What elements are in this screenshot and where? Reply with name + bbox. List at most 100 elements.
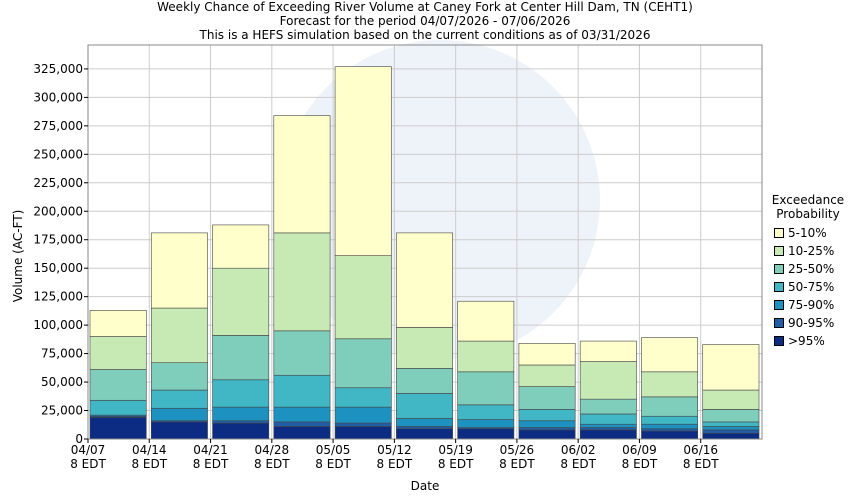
x-tick-label: 05/19 [438, 443, 473, 457]
bar-segment [579, 361, 637, 400]
chart-subtitle: Forecast for the period 04/07/2026 - 07/… [280, 14, 571, 28]
legend-swatch [774, 336, 784, 346]
bar-segment [212, 267, 270, 336]
bar-segment [518, 429, 576, 440]
legend-item: 10-25% [766, 242, 850, 260]
y-tick-label: 200,000 [33, 204, 83, 218]
bar-segment [396, 426, 453, 430]
bar-segment [702, 426, 760, 431]
y-tick-label: 0 [75, 432, 83, 446]
bar-segment [518, 343, 576, 366]
bar-segment [702, 389, 760, 410]
bar-segment [334, 338, 392, 389]
legend-swatch [774, 282, 784, 292]
bar-segment [457, 300, 515, 342]
bar-segment [579, 423, 637, 428]
y-tick-label: 125,000 [33, 290, 83, 304]
bar-segment [579, 398, 637, 415]
x-tick-sublabel: 8 EDT [131, 457, 167, 471]
bar-segment [334, 255, 392, 340]
bar-segment [396, 232, 453, 328]
x-tick-sublabel: 8 EDT [377, 457, 413, 471]
x-tick-label: 05/26 [500, 443, 535, 457]
y-tick-label: 100,000 [33, 318, 83, 332]
bar-segment [273, 374, 331, 408]
legend-item: 25-50% [766, 260, 850, 278]
bar-segment [212, 406, 270, 422]
bar-segment [273, 115, 331, 234]
x-tick-sublabel: 8 EDT [254, 457, 290, 471]
legend-label: 25-50% [788, 262, 835, 276]
x-tick-label: 04/21 [193, 443, 228, 457]
bar-segment [89, 336, 147, 370]
x-tick-sublabel: 8 EDT [622, 457, 658, 471]
legend-label: >95% [788, 334, 825, 348]
bar-segment [150, 407, 208, 422]
y-tick-label: 25,000 [41, 404, 83, 418]
legend-label: 5-10% [788, 226, 827, 240]
x-tick-label: 05/12 [377, 443, 412, 457]
x-tick-sublabel: 8 EDT [70, 457, 106, 471]
bar-segment [641, 371, 699, 398]
bar-segment [641, 415, 699, 425]
bar-segment [150, 232, 208, 309]
bar-segment [579, 340, 637, 362]
bar-segment [702, 433, 760, 440]
bar-segment [518, 386, 576, 410]
bar-segment [334, 406, 392, 424]
x-tick-label: 05/05 [316, 443, 351, 457]
bar-segment [273, 232, 331, 332]
bar-segment [702, 409, 760, 423]
legend-item: 5-10% [766, 224, 850, 242]
legend-item: 50-75% [766, 278, 850, 296]
y-tick-label: 300,000 [33, 90, 83, 104]
x-axis-label: Date [411, 479, 440, 493]
x-tick-sublabel: 8 EDT [438, 457, 474, 471]
y-tick-label: 275,000 [33, 119, 83, 133]
legend-swatch [774, 228, 784, 238]
legend-swatch [774, 264, 784, 274]
x-tick-label: 04/14 [132, 443, 167, 457]
bar-segment [457, 371, 515, 406]
legend-swatch [774, 246, 784, 256]
bar-segment [89, 369, 147, 401]
legend-label: 90-95% [788, 316, 835, 330]
bar-segment [518, 409, 576, 422]
bars [89, 66, 760, 440]
bar-segment [457, 419, 515, 428]
bar-segment [518, 427, 576, 431]
bar-segment [273, 426, 331, 440]
bar-segment [702, 344, 760, 391]
plot-border [87, 44, 763, 440]
bar-segment [89, 417, 147, 440]
bar-segment [518, 420, 576, 428]
x-tick-sublabel: 8 EDT [683, 457, 719, 471]
bar-segment [89, 310, 147, 337]
legend-swatch [774, 318, 784, 328]
bar-segment [212, 335, 270, 381]
y-tick-label: 250,000 [33, 147, 83, 161]
bar-segment [273, 406, 331, 423]
legend-item: >95% [766, 332, 850, 350]
bar-segment [396, 327, 453, 369]
x-tick-label: 04/28 [255, 443, 290, 457]
bar-segment [396, 393, 453, 419]
bar-segment [457, 428, 515, 440]
y-tick-label: 225,000 [33, 176, 83, 190]
bar-segment [150, 389, 208, 409]
legend-label: 10-25% [788, 244, 835, 258]
y-tick-label: 75,000 [41, 347, 83, 361]
x-tick-sublabel: 8 EDT [193, 457, 229, 471]
bar-segment [150, 307, 208, 364]
x-tick-label: 06/09 [622, 443, 657, 457]
bar-segment [396, 418, 453, 427]
chart-note: This is a HEFS simulation based on the c… [199, 28, 651, 42]
bar-segment [212, 420, 270, 424]
legend-title: Exceedance Probability [771, 193, 845, 221]
y-tick-label: 50,000 [41, 375, 83, 389]
legend-item: 75-90% [766, 296, 850, 314]
bar-segment [579, 427, 637, 431]
bar-segment [212, 422, 270, 440]
bar-segment [150, 421, 208, 440]
